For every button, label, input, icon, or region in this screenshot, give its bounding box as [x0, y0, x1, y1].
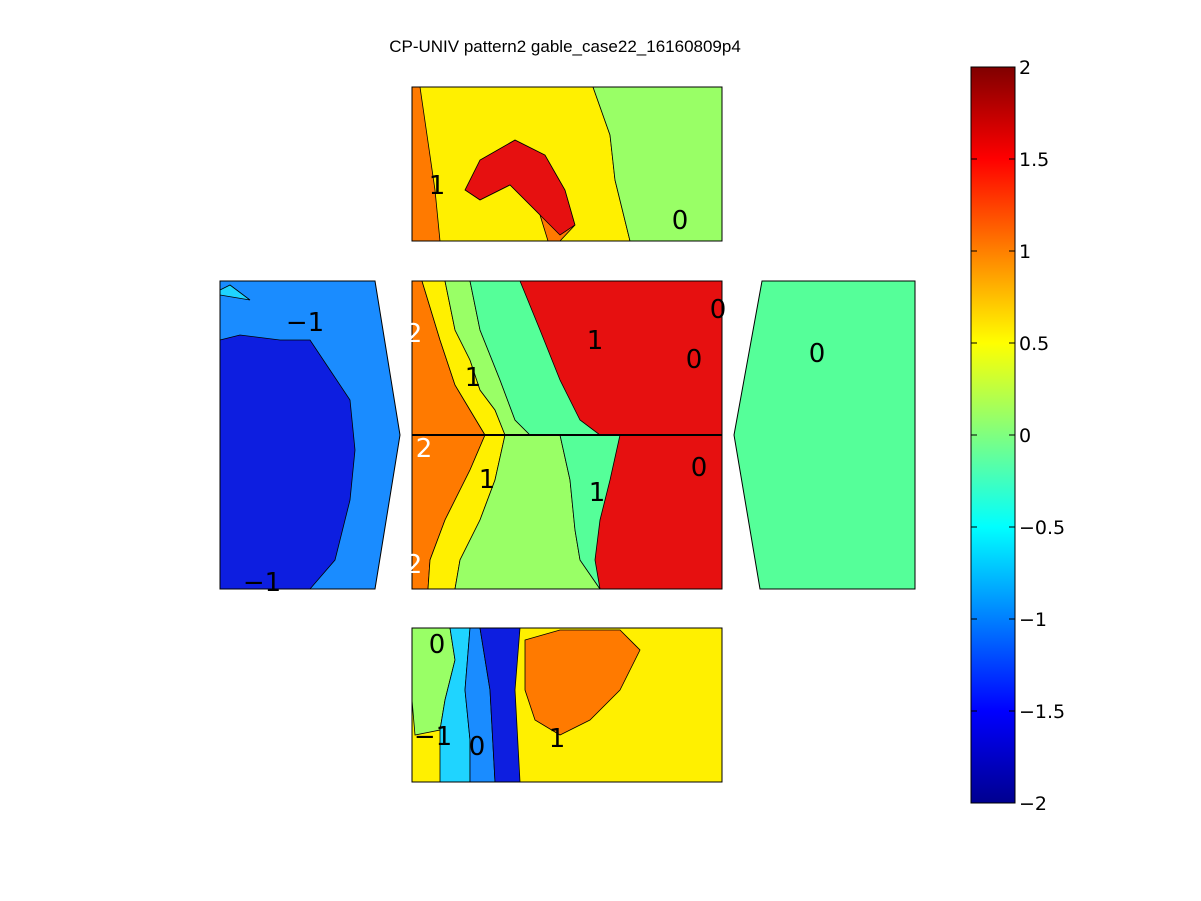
- colorbar-tick-label: 0: [1019, 425, 1031, 447]
- contour-label: −1: [414, 722, 452, 752]
- colorbar-tick-label: −2: [1019, 793, 1047, 815]
- panel-frame: [219, 280, 401, 590]
- colorbar-ticks: 2 1.5 1 0.5 0 −0.5 −1 −1.5 −2: [971, 57, 1065, 815]
- contour-label: 2: [406, 319, 423, 349]
- colorbar-tick-label: 1: [1019, 241, 1031, 263]
- colorbar-tick-label: −1.5: [1019, 701, 1065, 723]
- colorbar-tick-label: 2: [1019, 57, 1031, 79]
- contour-label: 0: [809, 339, 826, 369]
- contour-region: [734, 281, 915, 589]
- colorbar-tick-label: −1: [1019, 609, 1047, 631]
- contour-label: 0: [672, 206, 689, 236]
- contour-label: 2: [406, 550, 423, 580]
- panel-left-wall: −1 −1: [219, 280, 401, 598]
- contour-label: 0: [429, 630, 446, 660]
- contour-label: 1: [465, 363, 482, 393]
- contour-label: 0: [686, 345, 703, 375]
- panel-frame: [411, 627, 723, 783]
- contour-label: −1: [243, 568, 281, 598]
- contour-region: [559, 434, 621, 590]
- panel-roof-lower: 2 2 1 1 0: [406, 434, 723, 590]
- panel-roof-upper: 2 1 1 00: [406, 280, 727, 436]
- panel-frame: [411, 86, 723, 242]
- contour-label: 1: [479, 465, 496, 495]
- panel-bottom-wall: 0 −1 0 1: [411, 627, 723, 783]
- contour-label: 1: [587, 326, 604, 356]
- colorbar-gradient: [970, 66, 1016, 804]
- panel-right-wall: 0: [733, 280, 916, 590]
- panel-top-wall: 10: [411, 86, 723, 242]
- colorbar-tick-label: −0.5: [1019, 517, 1065, 539]
- contour-label: 2: [416, 434, 433, 464]
- contour-label: 1: [589, 478, 606, 508]
- colorbar-tick-label: 0.5: [1019, 333, 1049, 355]
- contour-region: [524, 629, 641, 736]
- colorbar: 2 1.5 1 0.5 0 −0.5 −1 −1.5 −2: [970, 57, 1065, 815]
- chart-title: CP-UNIV pattern2 gable_case22_16160809p4: [389, 37, 741, 56]
- contour-label: −1: [286, 308, 324, 338]
- contour-label: 1: [429, 171, 446, 201]
- colorbar-tick-label: 1.5: [1019, 149, 1049, 171]
- contour-label: 0: [691, 453, 708, 483]
- contour-label: 1: [549, 724, 566, 754]
- contour-label: 0: [710, 295, 727, 325]
- contour-label: 0: [469, 732, 486, 762]
- panel-frame: [733, 280, 916, 590]
